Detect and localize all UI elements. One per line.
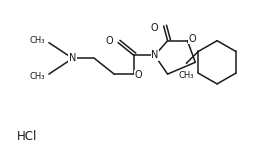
Text: O: O bbox=[188, 34, 196, 44]
Text: N: N bbox=[151, 50, 158, 60]
Text: O: O bbox=[105, 36, 113, 46]
Text: O: O bbox=[135, 70, 143, 80]
Text: HCl: HCl bbox=[17, 131, 38, 143]
Text: CH₃: CH₃ bbox=[179, 71, 194, 80]
Text: CH₃: CH₃ bbox=[29, 36, 45, 45]
Text: N: N bbox=[69, 53, 76, 63]
Text: CH₃: CH₃ bbox=[29, 72, 45, 81]
Text: O: O bbox=[150, 23, 158, 33]
